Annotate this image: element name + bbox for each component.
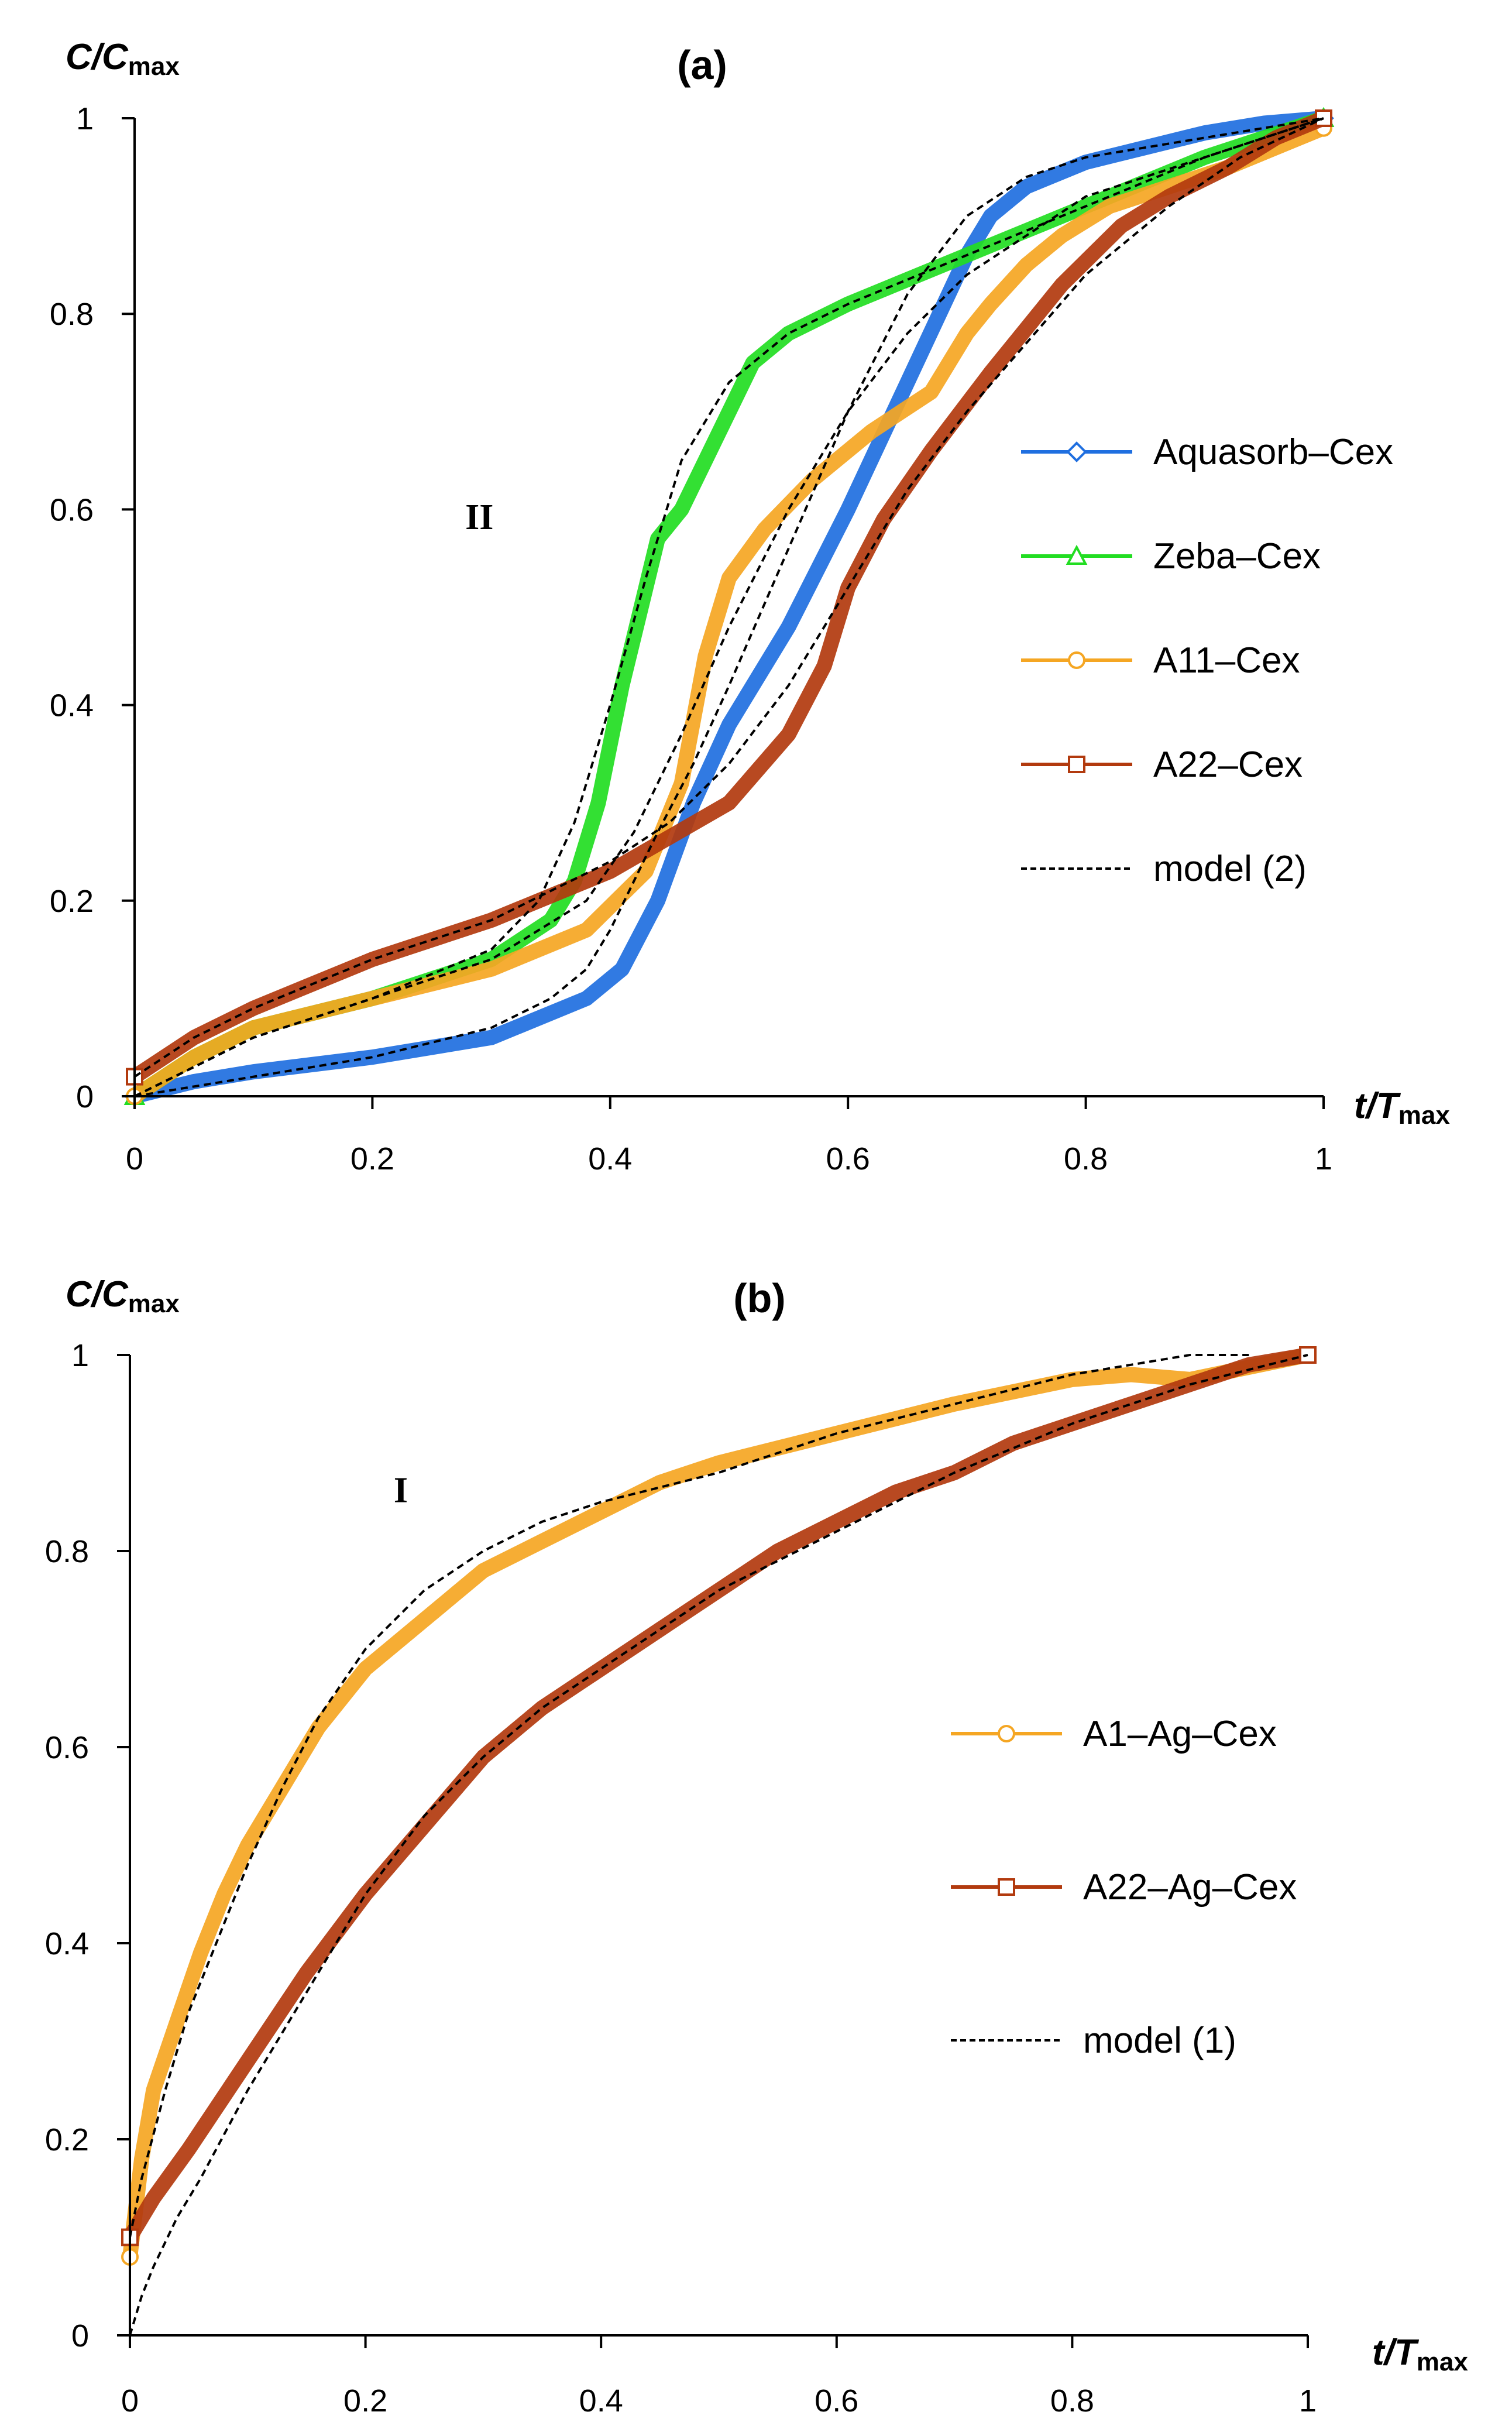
legend-item-a22-ag-cex: A22–Ag–Cex	[951, 1867, 1297, 1907]
chart-title: (b)	[733, 1275, 785, 1321]
region-label: II	[465, 498, 493, 537]
y-tick-label: 0.4	[50, 688, 94, 723]
region-label: I	[394, 1470, 408, 1510]
legend-swatch-marker	[1068, 756, 1085, 773]
legend-label: Zeba–Cex	[1153, 536, 1321, 577]
legend-item-aquasorb-cex: Aquasorb–Cex	[1021, 432, 1393, 472]
x-tick-label: 0.2	[350, 1141, 394, 1176]
x-axis-label: t/Tmax	[1354, 1086, 1450, 1130]
series-a1-ag-cex	[121, 1346, 1317, 2266]
series-line	[122, 1347, 1315, 2265]
y-axis-label-main: C/C	[66, 1274, 129, 1315]
x-tick-label: 0	[126, 1141, 143, 1176]
y-axis-label: C/Cmax	[66, 37, 180, 81]
axes: 0 0.2 0.4 0.6 0.8 1 0 0.2 0.4 0.6 0.8 1	[50, 101, 1332, 1176]
y-tick-label: 0.6	[50, 492, 94, 527]
y-tick-label: 0	[71, 2318, 89, 2353]
series-group	[123, 107, 1335, 1107]
x-tick-label: 1	[1315, 1141, 1332, 1176]
x-tick-label: 1	[1299, 2383, 1317, 2418]
legend-item-model-2: model (2)	[1021, 849, 1307, 889]
x-axis-label-sub: max	[1398, 1101, 1451, 1130]
x-axis-label-main: t/T	[1372, 2332, 1420, 2373]
y-axis-label-sub: max	[128, 1289, 180, 1318]
legend-item-model-1: model (1)	[951, 2020, 1236, 2061]
legend-item-a11-cex: A11–Cex	[1021, 640, 1300, 681]
legend-swatch-marker	[1066, 441, 1087, 462]
legend-item-zeba-cex: Zeba–Cex	[1021, 536, 1321, 577]
x-tick-label: 0	[121, 2383, 139, 2418]
series-group	[121, 1346, 1317, 2336]
x-tick-label: 0.4	[579, 2383, 623, 2418]
y-tick-label: 0	[76, 1079, 94, 1114]
x-axis-label: t/Tmax	[1372, 2332, 1468, 2376]
y-axis-label-sub: max	[128, 52, 180, 81]
model-curve-1	[134, 117, 1324, 1097]
legend-swatch-marker	[1068, 651, 1085, 669]
legend-label: A22–Ag–Cex	[1083, 1867, 1297, 1907]
series-line	[122, 1347, 1315, 2245]
panel-b: 0 0.2 0.4 0.6 0.8 100.20.40.60.81(b)C/Cmaxt/T…	[45, 1274, 1468, 2418]
x-axis-label-main: t/T	[1354, 1086, 1401, 1126]
series-line	[127, 120, 1331, 1104]
x-tick-label: 0.6	[826, 1141, 870, 1176]
legend-label: A11–Cex	[1153, 640, 1300, 681]
x-axis-label-sub: max	[1417, 2348, 1469, 2376]
y-axis-label-main: C/C	[66, 37, 129, 77]
legend: Aquasorb–Cex Zeba–Cex A11–Cex A22–Cex model …	[1021, 432, 1393, 889]
series-zeba-cex	[123, 107, 1335, 1105]
series-aquasorb-cex	[124, 108, 1334, 1107]
legend-label: A1–Ag–Cex	[1083, 1714, 1277, 1754]
model-curve-2	[134, 117, 1324, 1097]
model-curve-2	[129, 1354, 1308, 2336]
y-tick-label: 0.4	[45, 1926, 89, 1961]
y-tick-label: 0.2	[45, 2122, 89, 2157]
panel-a: 0 0.2 0.4 0.6 0.8 100.20.40.60.81(a)C/Cmaxt/T…	[50, 37, 1450, 1176]
y-tick-label: 0.2	[50, 884, 94, 919]
series-a22-ag-cex	[121, 1346, 1317, 2246]
y-tick-label: 1	[76, 101, 94, 136]
y-tick-label: 0.8	[45, 1534, 89, 1569]
series-model-2	[133, 117, 1324, 1097]
y-tick-label: 0.8	[50, 297, 94, 332]
model-curve-4	[133, 117, 1324, 1078]
legend-label: Aquasorb–Cex	[1153, 432, 1393, 472]
legend-item-a1-ag-cex: A1–Ag–Cex	[951, 1714, 1277, 1754]
x-tick-label: 0.8	[1050, 2383, 1094, 2418]
axes: 0 0.2 0.4 0.6 0.8 1 0 0.2 0.4 0.6 0.8 1	[45, 1338, 1317, 2418]
series-line	[127, 111, 1331, 1104]
legend-swatch-marker	[1066, 544, 1088, 565]
x-tick-label: 0.4	[588, 1141, 632, 1176]
y-tick-label: 0.6	[45, 1730, 89, 1765]
y-tick-label: 1	[71, 1338, 89, 1373]
series-a11-cex	[126, 119, 1332, 1105]
legend-label: model (2)	[1153, 849, 1307, 889]
legend-label: model (1)	[1083, 2020, 1236, 2061]
legend-swatch-marker	[998, 1725, 1015, 1742]
model-curve-1	[129, 1354, 1249, 2238]
legend-label: A22–Cex	[1153, 745, 1303, 785]
model-curve-3	[134, 117, 1324, 1097]
legend-swatch-marker	[998, 1878, 1015, 1896]
legend-item-a22-cex: A22–Cex	[1021, 745, 1303, 785]
x-tick-label: 0.2	[343, 2383, 387, 2418]
x-tick-label: 0.6	[815, 2383, 858, 2418]
y-axis-label: C/Cmax	[66, 1274, 180, 1318]
chart-title: (a)	[677, 42, 727, 88]
x-tick-label: 0.8	[1064, 1141, 1108, 1176]
series-model-1	[129, 1354, 1308, 2336]
legend: A1–Ag–Cex A22–Ag–Cex model (1)	[951, 1714, 1297, 2061]
series-line	[127, 111, 1331, 1104]
